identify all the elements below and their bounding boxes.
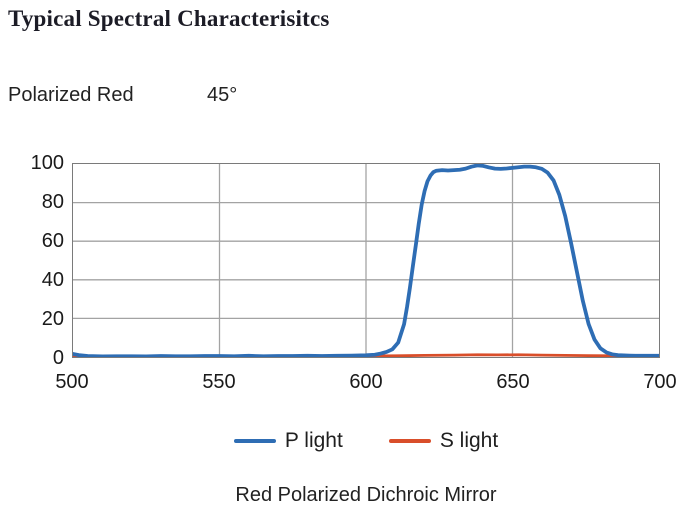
x-tick-label: 500 [55, 371, 89, 393]
series-line-p-light [73, 164, 659, 357]
x-tick-label: 600 [349, 371, 383, 393]
chart-subtitle: Polarized Red 45° [8, 84, 408, 110]
plot-area [72, 163, 660, 358]
product-label: Polarized Red [8, 84, 134, 106]
y-tick-label: 100 [30, 152, 64, 174]
angle-of-incidence-label: 45° [207, 84, 238, 106]
spectral-curves-svg [73, 164, 659, 357]
legend-item-p-light: P light [233, 429, 343, 453]
legend-label: P light [284, 429, 343, 452]
chart-caption: Red Polarized Dichroic Mirror [235, 484, 497, 506]
y-tick-label: 60 [41, 230, 64, 252]
page-title: Typical Spectral Characterisitcs [8, 6, 330, 31]
y-tick-label: 40 [41, 269, 64, 291]
chart-legend: P light S light [72, 429, 660, 453]
legend-line-swatch [233, 439, 276, 443]
y-tick-label: 20 [41, 308, 64, 330]
legend-line-swatch [388, 439, 431, 443]
y-tick-label: 80 [41, 191, 64, 213]
x-tick-label: 700 [643, 371, 677, 393]
legend-item-s-light: S light [388, 429, 499, 453]
x-tick-label: 550 [202, 371, 236, 393]
y-tick-label: 0 [52, 347, 64, 369]
x-tick-label: 650 [496, 371, 530, 393]
legend-label: S light [439, 429, 499, 452]
